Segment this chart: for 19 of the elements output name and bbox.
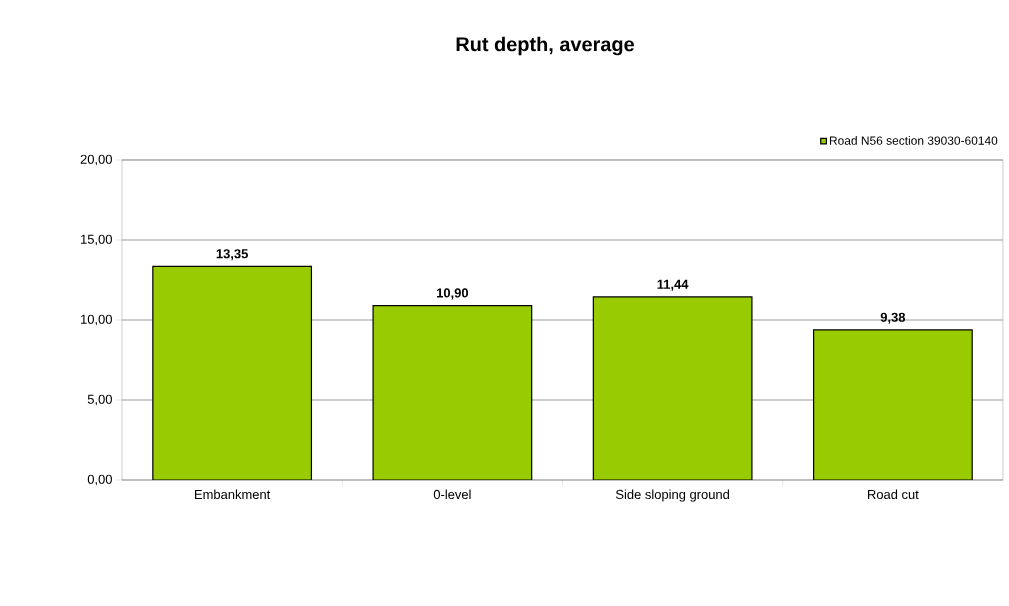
x-tick-label: Side sloping ground — [615, 489, 730, 502]
y-tick-label: 5,00 — [87, 394, 112, 406]
data-label: 10,90 — [436, 288, 469, 300]
x-tick-label: 0-level — [433, 489, 471, 500]
data-label: 9,38 — [880, 312, 906, 324]
x-tick-label: Road cut — [868, 489, 919, 500]
bar — [372, 305, 533, 480]
data-label: 13,35 — [216, 249, 248, 261]
data-label: 11,44 — [657, 279, 689, 291]
bar — [152, 266, 312, 480]
y-tick-label: 20,00 — [80, 154, 112, 166]
bar — [812, 329, 973, 480]
chart-title: Rut depth, average — [456, 36, 634, 56]
y-tick-label: 0,00 — [87, 474, 112, 486]
legend-label: Road N56 section 39030-60140 — [829, 136, 998, 145]
y-tick-label: 15,00 — [81, 234, 112, 246]
bar — [592, 296, 753, 480]
x-tick-label: Embankment — [195, 489, 271, 500]
y-tick-label: 10,00 — [81, 314, 112, 326]
